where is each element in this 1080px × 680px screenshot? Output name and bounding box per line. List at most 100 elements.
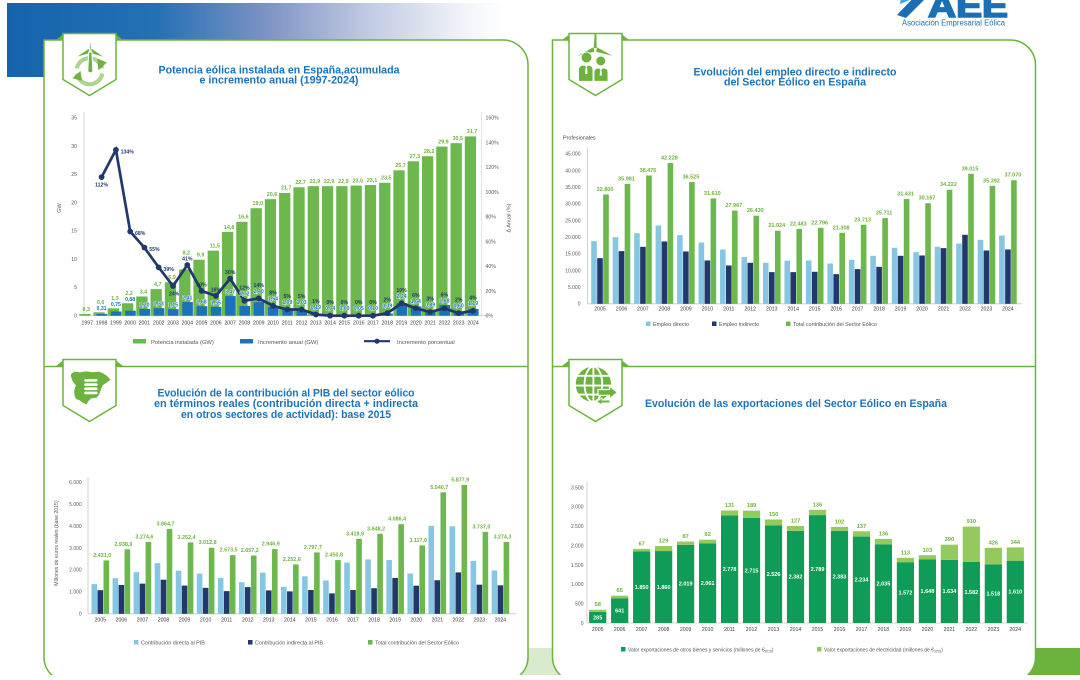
svg-text:5,9: 5,9 bbox=[168, 275, 176, 281]
svg-text:3.648,2: 3.648,2 bbox=[367, 526, 385, 532]
svg-text:10.000: 10.000 bbox=[565, 268, 581, 274]
svg-text:3.000: 3.000 bbox=[69, 546, 82, 552]
svg-text:45.000: 45.000 bbox=[565, 152, 581, 158]
svg-text:0,60: 0,60 bbox=[454, 304, 464, 310]
svg-text:23.713: 23.713 bbox=[854, 217, 871, 223]
svg-text:2024: 2024 bbox=[495, 618, 507, 624]
svg-text:2,40: 2,40 bbox=[254, 289, 264, 295]
svg-text:20: 20 bbox=[71, 200, 77, 206]
svg-text:30%: 30% bbox=[225, 270, 236, 276]
svg-text:1,55: 1,55 bbox=[211, 300, 221, 306]
svg-text:2000: 2000 bbox=[124, 321, 136, 327]
svg-text:0,88: 0,88 bbox=[125, 297, 135, 303]
svg-text:2023: 2023 bbox=[988, 627, 1000, 633]
svg-text:25,7: 25,7 bbox=[395, 163, 406, 169]
svg-text:1,54: 1,54 bbox=[268, 296, 278, 302]
svg-text:2023: 2023 bbox=[474, 618, 486, 624]
svg-text:2011: 2011 bbox=[221, 618, 232, 624]
svg-text:2014: 2014 bbox=[324, 321, 336, 327]
svg-text:2011: 2011 bbox=[282, 321, 293, 327]
svg-text:30.167: 30.167 bbox=[919, 196, 936, 202]
svg-text:1.000: 1.000 bbox=[69, 590, 82, 596]
svg-text:Incremento anual (GW): Incremento anual (GW) bbox=[258, 340, 318, 346]
svg-text:2011: 2011 bbox=[723, 307, 734, 313]
svg-text:Millones de euros reales (base: Millones de euros reales (base 2015) bbox=[54, 500, 60, 586]
svg-text:2019: 2019 bbox=[389, 618, 401, 624]
svg-text:2.938,9: 2.938,9 bbox=[114, 542, 132, 548]
svg-text:2020: 2020 bbox=[916, 307, 928, 313]
svg-text:Incremento porcentual: Incremento porcentual bbox=[397, 340, 455, 346]
svg-text:32.800: 32.800 bbox=[597, 187, 614, 193]
svg-text:2007: 2007 bbox=[137, 618, 149, 624]
svg-text:2017: 2017 bbox=[367, 321, 379, 327]
svg-text:426: 426 bbox=[989, 540, 999, 546]
svg-text:344: 344 bbox=[1011, 540, 1021, 546]
svg-text:22,9: 22,9 bbox=[310, 179, 321, 185]
svg-text:160%: 160% bbox=[486, 116, 500, 122]
svg-text:2021: 2021 bbox=[424, 321, 436, 327]
svg-text:2015: 2015 bbox=[812, 627, 824, 633]
svg-text:2018: 2018 bbox=[873, 307, 885, 313]
svg-text:0,19: 0,19 bbox=[311, 305, 321, 311]
svg-text:2008: 2008 bbox=[239, 321, 251, 327]
svg-text:2005: 2005 bbox=[95, 618, 107, 624]
svg-text:Empleo directo: Empleo directo bbox=[653, 322, 689, 328]
svg-text:2,2: 2,2 bbox=[125, 291, 133, 297]
svg-text:del Sector Eólico en España: del Sector Eólico en España bbox=[724, 76, 867, 88]
svg-text:Contribución directa al PIB: Contribución directa al PIB bbox=[141, 641, 205, 647]
svg-text:11,5: 11,5 bbox=[210, 243, 220, 249]
svg-text:31.431: 31.431 bbox=[897, 192, 914, 198]
svg-text:2002: 2002 bbox=[153, 321, 165, 327]
svg-text:285: 285 bbox=[593, 615, 602, 621]
svg-text:2007: 2007 bbox=[224, 321, 236, 327]
svg-text:1999: 1999 bbox=[110, 321, 122, 327]
svg-text:0,75: 0,75 bbox=[111, 302, 121, 308]
svg-text:2010: 2010 bbox=[702, 627, 714, 633]
svg-text:37.070: 37.070 bbox=[1005, 173, 1022, 179]
svg-text:641: 641 bbox=[615, 608, 624, 614]
svg-text:1.572: 1.572 bbox=[899, 590, 913, 596]
svg-text:67: 67 bbox=[638, 541, 644, 547]
svg-text:2.500: 2.500 bbox=[571, 524, 584, 530]
svg-text:Valor exportaciones de otros b: Valor exportaciones de otros bienes y se… bbox=[628, 648, 774, 654]
svg-text:1,33: 1,33 bbox=[154, 302, 164, 308]
svg-text:25: 25 bbox=[71, 172, 77, 178]
svg-text:Empleo indirecto: Empleo indirecto bbox=[719, 322, 759, 328]
svg-text:30: 30 bbox=[71, 144, 77, 150]
svg-text:2.431,0: 2.431,0 bbox=[93, 553, 111, 559]
svg-text:35.981: 35.981 bbox=[618, 176, 635, 182]
svg-text:910: 910 bbox=[967, 519, 977, 525]
svg-text:0,6: 0,6 bbox=[97, 300, 105, 306]
svg-text:3.012,8: 3.012,8 bbox=[199, 540, 217, 546]
svg-text:0,00: 0,00 bbox=[339, 306, 349, 312]
svg-text:2024: 2024 bbox=[1002, 307, 1014, 313]
svg-text:3.864,7: 3.864,7 bbox=[156, 522, 174, 528]
svg-text:189: 189 bbox=[747, 503, 757, 509]
svg-text:87: 87 bbox=[682, 534, 688, 540]
svg-text:2021: 2021 bbox=[944, 627, 956, 633]
svg-text:2006: 2006 bbox=[616, 307, 628, 313]
svg-text:2018: 2018 bbox=[382, 321, 394, 327]
svg-text:1.582: 1.582 bbox=[964, 590, 978, 596]
svg-text:22,9: 22,9 bbox=[324, 179, 335, 185]
svg-text:2009: 2009 bbox=[680, 627, 692, 633]
svg-text:4.086,4: 4.086,4 bbox=[388, 517, 406, 523]
svg-text:20,6: 20,6 bbox=[267, 192, 278, 198]
svg-text:3.274,6: 3.274,6 bbox=[135, 534, 153, 540]
svg-text:2.789: 2.789 bbox=[811, 567, 825, 573]
svg-text:1.648: 1.648 bbox=[921, 589, 935, 595]
svg-text:2019: 2019 bbox=[396, 321, 408, 327]
svg-text:0,05: 0,05 bbox=[354, 306, 364, 312]
svg-text:1.610: 1.610 bbox=[1008, 590, 1022, 596]
svg-text:1997: 1997 bbox=[82, 321, 94, 327]
svg-text:136: 136 bbox=[879, 532, 889, 538]
svg-text:GW: GW bbox=[57, 202, 63, 212]
svg-text:41%: 41% bbox=[182, 256, 193, 262]
svg-text:68%: 68% bbox=[135, 231, 146, 237]
svg-text:2.715: 2.715 bbox=[745, 568, 759, 574]
svg-text:2023: 2023 bbox=[981, 307, 993, 313]
svg-text:2.946,9: 2.946,9 bbox=[262, 542, 280, 548]
svg-text:4,7: 4,7 bbox=[154, 282, 162, 288]
svg-text:36.525: 36.525 bbox=[682, 175, 699, 181]
svg-text:3.274,3: 3.274,3 bbox=[493, 534, 511, 540]
